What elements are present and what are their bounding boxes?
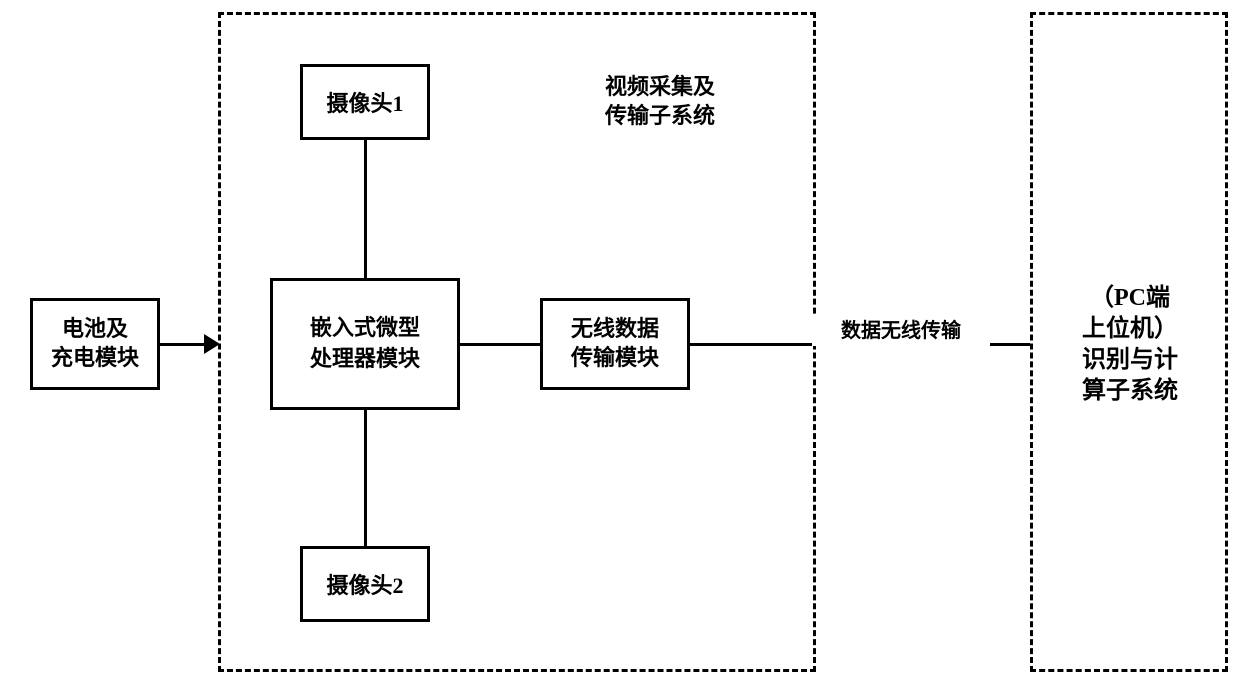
canvas: 电池及 充电模块 摄像头1 嵌入式微型 处理器模块 无线数据 传输模块 摄像头2… <box>0 0 1240 688</box>
camera1-box: 摄像头1 <box>300 64 430 140</box>
subsystem-video-label: 视频采集及 传输子系统 <box>560 72 760 132</box>
edge-cam1-to-processor <box>364 140 367 278</box>
subsystem-pc-label: （PC端 上位机） 识别与计 算子系统 <box>1050 280 1210 410</box>
wireless-link-label: 数据无线传输 <box>812 316 990 346</box>
edge-battery-to-subsystem <box>160 343 210 346</box>
wireless-box: 无线数据 传输模块 <box>540 298 690 390</box>
edge-processor-to-wireless <box>460 343 540 346</box>
edge-battery-arrowhead <box>204 334 220 354</box>
edge-processor-to-cam2 <box>364 410 367 546</box>
processor-box: 嵌入式微型 处理器模块 <box>270 278 460 410</box>
battery-box: 电池及 充电模块 <box>30 298 160 390</box>
camera2-box: 摄像头2 <box>300 546 430 622</box>
